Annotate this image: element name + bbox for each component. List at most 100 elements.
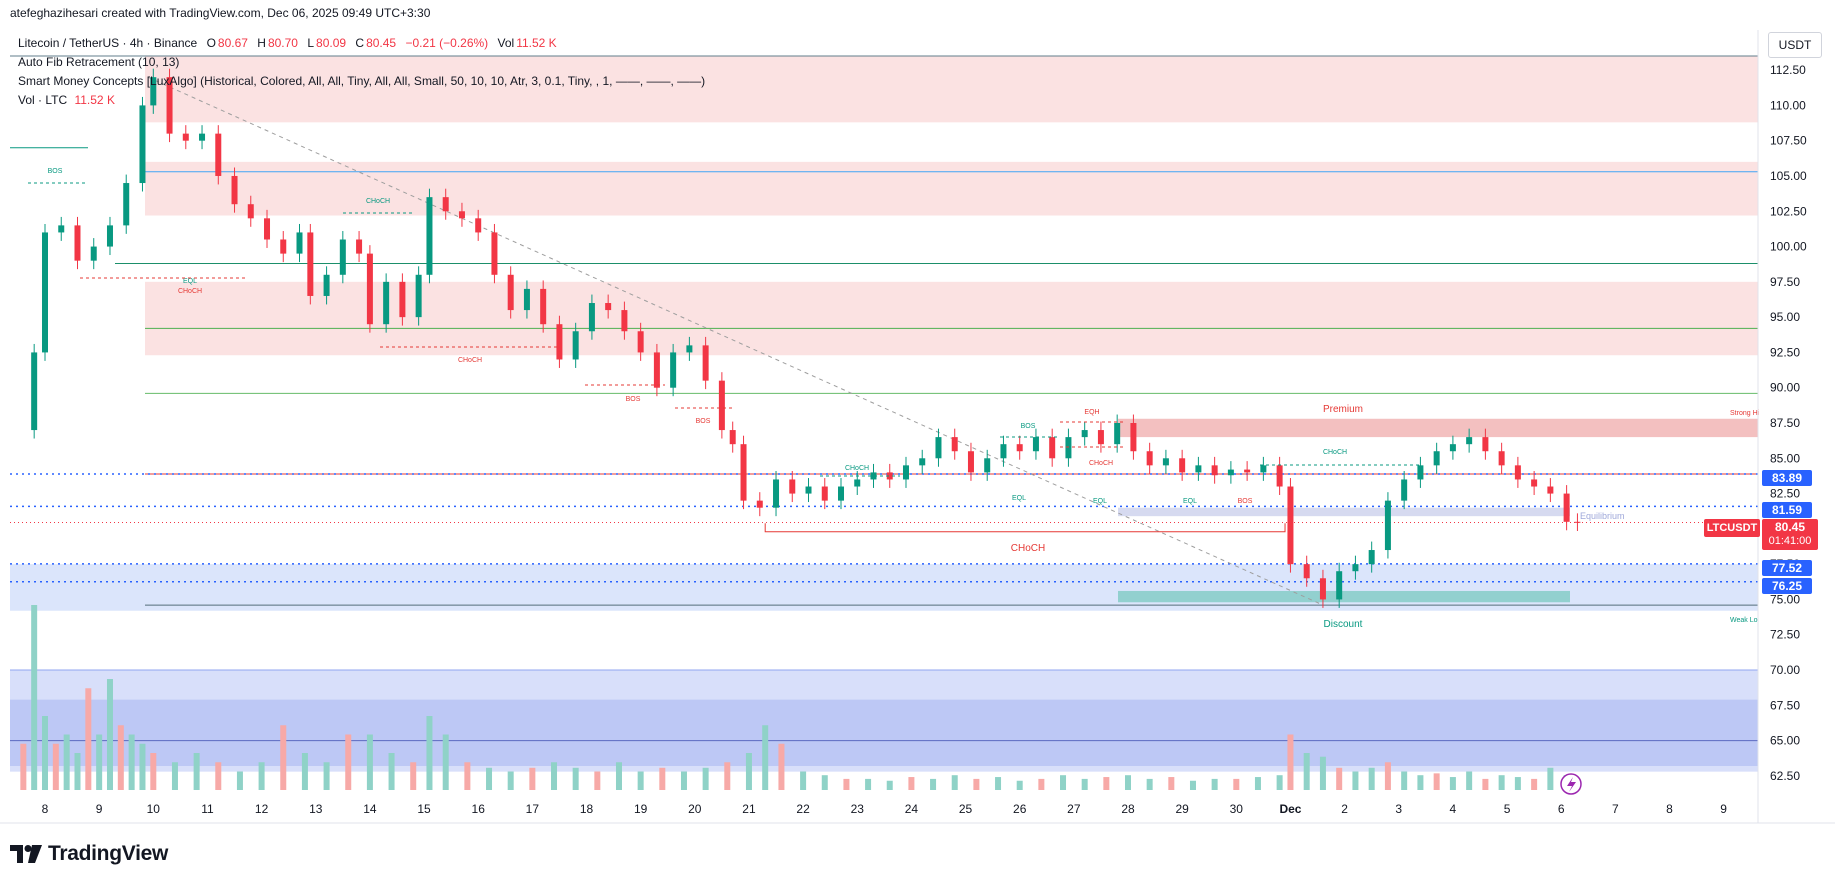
structure-label: CHoCH [178, 288, 202, 295]
volume-bar [1303, 753, 1310, 790]
candle-body [182, 133, 189, 141]
volume-bar [1433, 773, 1440, 790]
x-tick-label: 14 [363, 802, 377, 816]
change-value: −0.21 (−0.26%) [405, 36, 489, 50]
premium-zone-top [145, 56, 1758, 123]
candle-body [1563, 493, 1570, 522]
volume-bar [637, 771, 644, 790]
currency-selector[interactable]: USDT [1768, 32, 1822, 58]
countdown-value: 01:41:00 [1768, 535, 1812, 547]
volume-bar [615, 762, 622, 790]
volume-bar [908, 777, 915, 790]
discount-label: Discount [1324, 619, 1363, 630]
candle-body [339, 239, 346, 275]
indicator-smc-row[interactable]: Smart Money Concepts [LuxAlgo] (Historic… [18, 72, 705, 91]
volume-bar [117, 725, 124, 790]
x-tick-label: 2 [1341, 802, 1348, 816]
volume-bar [1417, 775, 1424, 790]
volume-bar [1233, 778, 1240, 790]
candle-body [729, 430, 736, 445]
volume-bar [843, 778, 850, 790]
x-tick-label: 20 [688, 802, 702, 816]
replay-icon[interactable] [1560, 773, 1582, 795]
tradingview-logo[interactable]: TradingView [10, 842, 168, 866]
structure-label: CHoCH [1089, 460, 1113, 467]
candle-body [1287, 486, 1294, 565]
zones-layer [10, 56, 1758, 772]
equilibrium-label: Equilibrium [1580, 511, 1625, 521]
legend-ohlc-row[interactable]: Litecoin / TetherUS · 4h · Binance O 80.6… [18, 34, 705, 53]
candle-body [1032, 437, 1039, 452]
volume-bar [1482, 778, 1489, 790]
indicator-vol-label[interactable]: Vol · LTC [18, 93, 68, 107]
candle-body [902, 465, 909, 480]
indicator-fib-row[interactable]: Auto Fib Retracement (10, 13) [18, 53, 705, 72]
candle-body [1449, 444, 1456, 452]
structure-label: EQL [1183, 498, 1197, 505]
candle-body [886, 472, 893, 480]
volume-bar [1189, 780, 1196, 790]
candle-body [1130, 423, 1137, 452]
y-tick-label: 112.50 [1770, 63, 1806, 77]
volume-bar [171, 762, 178, 790]
candle-body [605, 303, 612, 311]
candle-body [740, 444, 747, 501]
candle-body [1114, 423, 1121, 445]
x-tick-label: 26 [1013, 802, 1027, 816]
volume-bar [486, 767, 493, 790]
structure-label: CHoCH [1011, 543, 1045, 554]
volume-bar [280, 725, 287, 790]
candle-body [1482, 437, 1489, 452]
x-tick-label: 27 [1067, 802, 1081, 816]
volume-bar [800, 771, 807, 790]
candle-body [686, 345, 693, 353]
volume-value: 11.52 K [516, 36, 557, 50]
x-tick-label: 30 [1230, 802, 1244, 816]
structure-label: BOS [1238, 498, 1253, 505]
y-axis[interactable]: 112.50 110.00 107.50 105.00 102.50 100.00 97.5… [1757, 30, 1807, 823]
x-tick-label: 8 [42, 802, 49, 816]
candle-body [199, 133, 206, 141]
candle-body [491, 232, 498, 275]
candle-body [821, 486, 828, 501]
indicator-fib-label[interactable]: Auto Fib Retracement (10, 13) [18, 55, 180, 69]
candle-body [307, 232, 314, 296]
x-tick-label: 6 [1558, 802, 1565, 816]
low-value: 80.09 [316, 36, 347, 50]
candle-body [556, 324, 563, 360]
candles-layer [31, 68, 1581, 608]
volume-bar [96, 734, 103, 790]
indicator-vol-row[interactable]: Vol · LTC 11.52 K [18, 91, 705, 110]
structure-label: BOS [48, 168, 63, 175]
candle-body [366, 253, 373, 325]
volume-bar [1319, 756, 1326, 790]
candle-body [1433, 451, 1440, 466]
candle-body [653, 352, 660, 388]
volume-bar [1016, 780, 1023, 790]
candle-body [1352, 564, 1359, 572]
candle-body [540, 288, 547, 325]
candle-body [1531, 479, 1538, 487]
x-tick-label: 29 [1175, 802, 1189, 816]
volume-profile-core [10, 699, 1758, 767]
volume-bar [865, 778, 872, 790]
discount-swing-box [1118, 590, 1570, 603]
chart-legend: Litecoin / TetherUS · 4h · Binance O 80.6… [18, 34, 705, 110]
candle-body [1065, 437, 1072, 459]
symbol-title[interactable]: Litecoin / TetherUS · 4h · Binance [18, 36, 198, 50]
candle-body [773, 479, 780, 508]
candle-body [1384, 500, 1391, 551]
indicator-smc-label[interactable]: Smart Money Concepts [LuxAlgo] (Historic… [18, 74, 706, 88]
candle-body [621, 310, 628, 332]
candle-body [356, 239, 363, 254]
volume-bar [1514, 777, 1521, 790]
x-axis[interactable]: 8 9 10 11 12 13 14 15 16 17 18 19 20 21 22 23 24 25 26 27 28… [0, 802, 1835, 824]
y-tick-label: 62.50 [1770, 769, 1800, 783]
volume-bar [442, 734, 449, 790]
candle-body [215, 133, 222, 176]
candle-body [756, 500, 763, 508]
x-tick-label: 13 [309, 802, 323, 816]
indicator-vol-value: 11.52 K [74, 93, 115, 107]
candle-body [1016, 444, 1023, 452]
